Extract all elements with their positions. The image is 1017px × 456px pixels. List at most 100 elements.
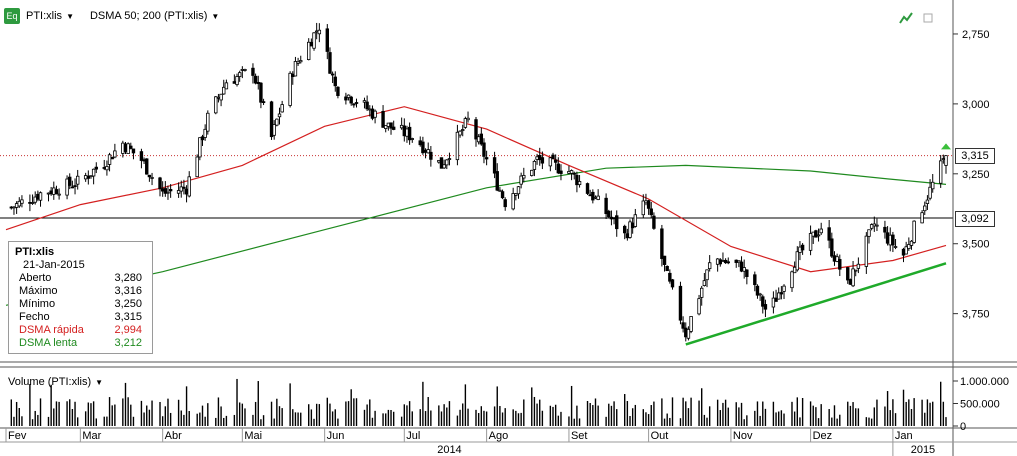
candle — [577, 175, 582, 188]
candle — [689, 316, 693, 334]
candle — [755, 284, 760, 299]
candle — [224, 79, 229, 90]
candle — [280, 100, 284, 113]
candle — [466, 111, 470, 123]
candle — [838, 254, 842, 277]
price-tick-label: 3,500 — [962, 239, 990, 251]
candle — [349, 95, 353, 106]
candle — [702, 272, 707, 287]
tooltip-label: Aberto — [19, 272, 52, 284]
maximize-icon — [923, 13, 933, 23]
candle — [553, 154, 558, 171]
candle — [105, 160, 109, 176]
candle — [938, 154, 943, 188]
candle — [235, 73, 239, 87]
candle — [928, 179, 932, 201]
year-label: 2014 — [437, 444, 461, 456]
candle — [421, 136, 425, 155]
candle — [251, 63, 255, 84]
candle — [439, 157, 444, 169]
up-arrow-icon — [941, 143, 951, 150]
month-label: Abr — [165, 430, 182, 442]
price-axis: 3,750 3,500 3,250 3,000 2,750 — [953, 29, 990, 321]
candle — [70, 180, 75, 189]
tooltip-label: DSMA lenta — [19, 337, 78, 349]
tooltip-label: Máximo — [19, 285, 58, 297]
candle — [670, 278, 675, 290]
candle — [652, 212, 656, 230]
candle — [615, 210, 619, 237]
candle — [407, 122, 412, 145]
candle — [774, 289, 778, 302]
candle — [779, 286, 784, 300]
candle — [461, 124, 465, 137]
candle — [575, 171, 579, 193]
support-line — [0, 143, 953, 219]
candle — [726, 257, 730, 265]
tooltip-value: 3,316 — [114, 285, 142, 297]
month-label: Jul — [406, 430, 420, 442]
tooltip-value: 3,250 — [114, 298, 142, 310]
last-price-box: 3,315 — [955, 148, 995, 164]
candle — [742, 259, 746, 279]
candle — [139, 148, 144, 169]
candle — [362, 97, 367, 109]
tooltip-row: Máximo 3,316 — [15, 285, 146, 298]
candle — [145, 158, 149, 175]
support-price-box: 3,092 — [955, 211, 995, 227]
data-tooltip: PTI:xlis 21-Jan-2015 Aberto 3,280 Máximo 3,… — [8, 241, 153, 354]
candle — [455, 124, 460, 166]
candle — [200, 134, 205, 146]
candle — [596, 189, 600, 201]
candle — [790, 270, 794, 292]
candle — [700, 285, 704, 306]
candle — [883, 220, 887, 239]
indicator-dropdown[interactable]: DSMA 50; 200 (PTI:xlis) ▼ — [90, 10, 219, 22]
slow-ma-line — [5, 164, 947, 306]
candle — [65, 175, 69, 200]
candle — [745, 269, 749, 285]
candle — [830, 232, 834, 258]
candle — [168, 184, 173, 198]
candle — [163, 181, 168, 197]
candle — [307, 38, 311, 61]
volume-panel-header[interactable]: Volume (PTI:xlis) ▼ — [8, 376, 103, 388]
candle — [484, 150, 489, 166]
month-label: Out — [651, 430, 669, 442]
candle — [296, 57, 300, 66]
candle — [827, 219, 831, 249]
candle — [848, 278, 853, 285]
candle — [846, 266, 850, 284]
tooltip-label: Mínimo — [19, 298, 56, 310]
candle — [203, 124, 207, 141]
symbol-dropdown[interactable]: PTI:xlis ▼ — [26, 10, 74, 22]
candle — [771, 291, 776, 314]
tooltip-value: 3,315 — [114, 311, 142, 323]
candle — [176, 182, 181, 198]
candle — [540, 151, 545, 170]
month-label: Jun — [327, 430, 345, 442]
candle — [445, 159, 449, 170]
candle — [463, 116, 468, 129]
candle — [530, 169, 534, 177]
candle — [381, 105, 385, 128]
candle — [68, 173, 72, 190]
candle — [763, 299, 768, 318]
candle — [893, 239, 898, 250]
candle — [158, 176, 162, 197]
candle — [458, 130, 462, 138]
candle — [277, 107, 282, 125]
candle — [925, 195, 930, 210]
candle — [94, 162, 98, 174]
candle — [365, 95, 369, 111]
candle — [904, 241, 908, 255]
month-label: Mai — [244, 430, 262, 442]
candle — [668, 269, 672, 284]
candle — [761, 294, 765, 314]
tooltip-value: 3,212 — [114, 337, 142, 349]
candle — [328, 47, 332, 74]
tooltip-label: DSMA rápida — [19, 324, 84, 336]
candle — [854, 269, 858, 277]
tooltip-value: 3,280 — [114, 272, 142, 284]
